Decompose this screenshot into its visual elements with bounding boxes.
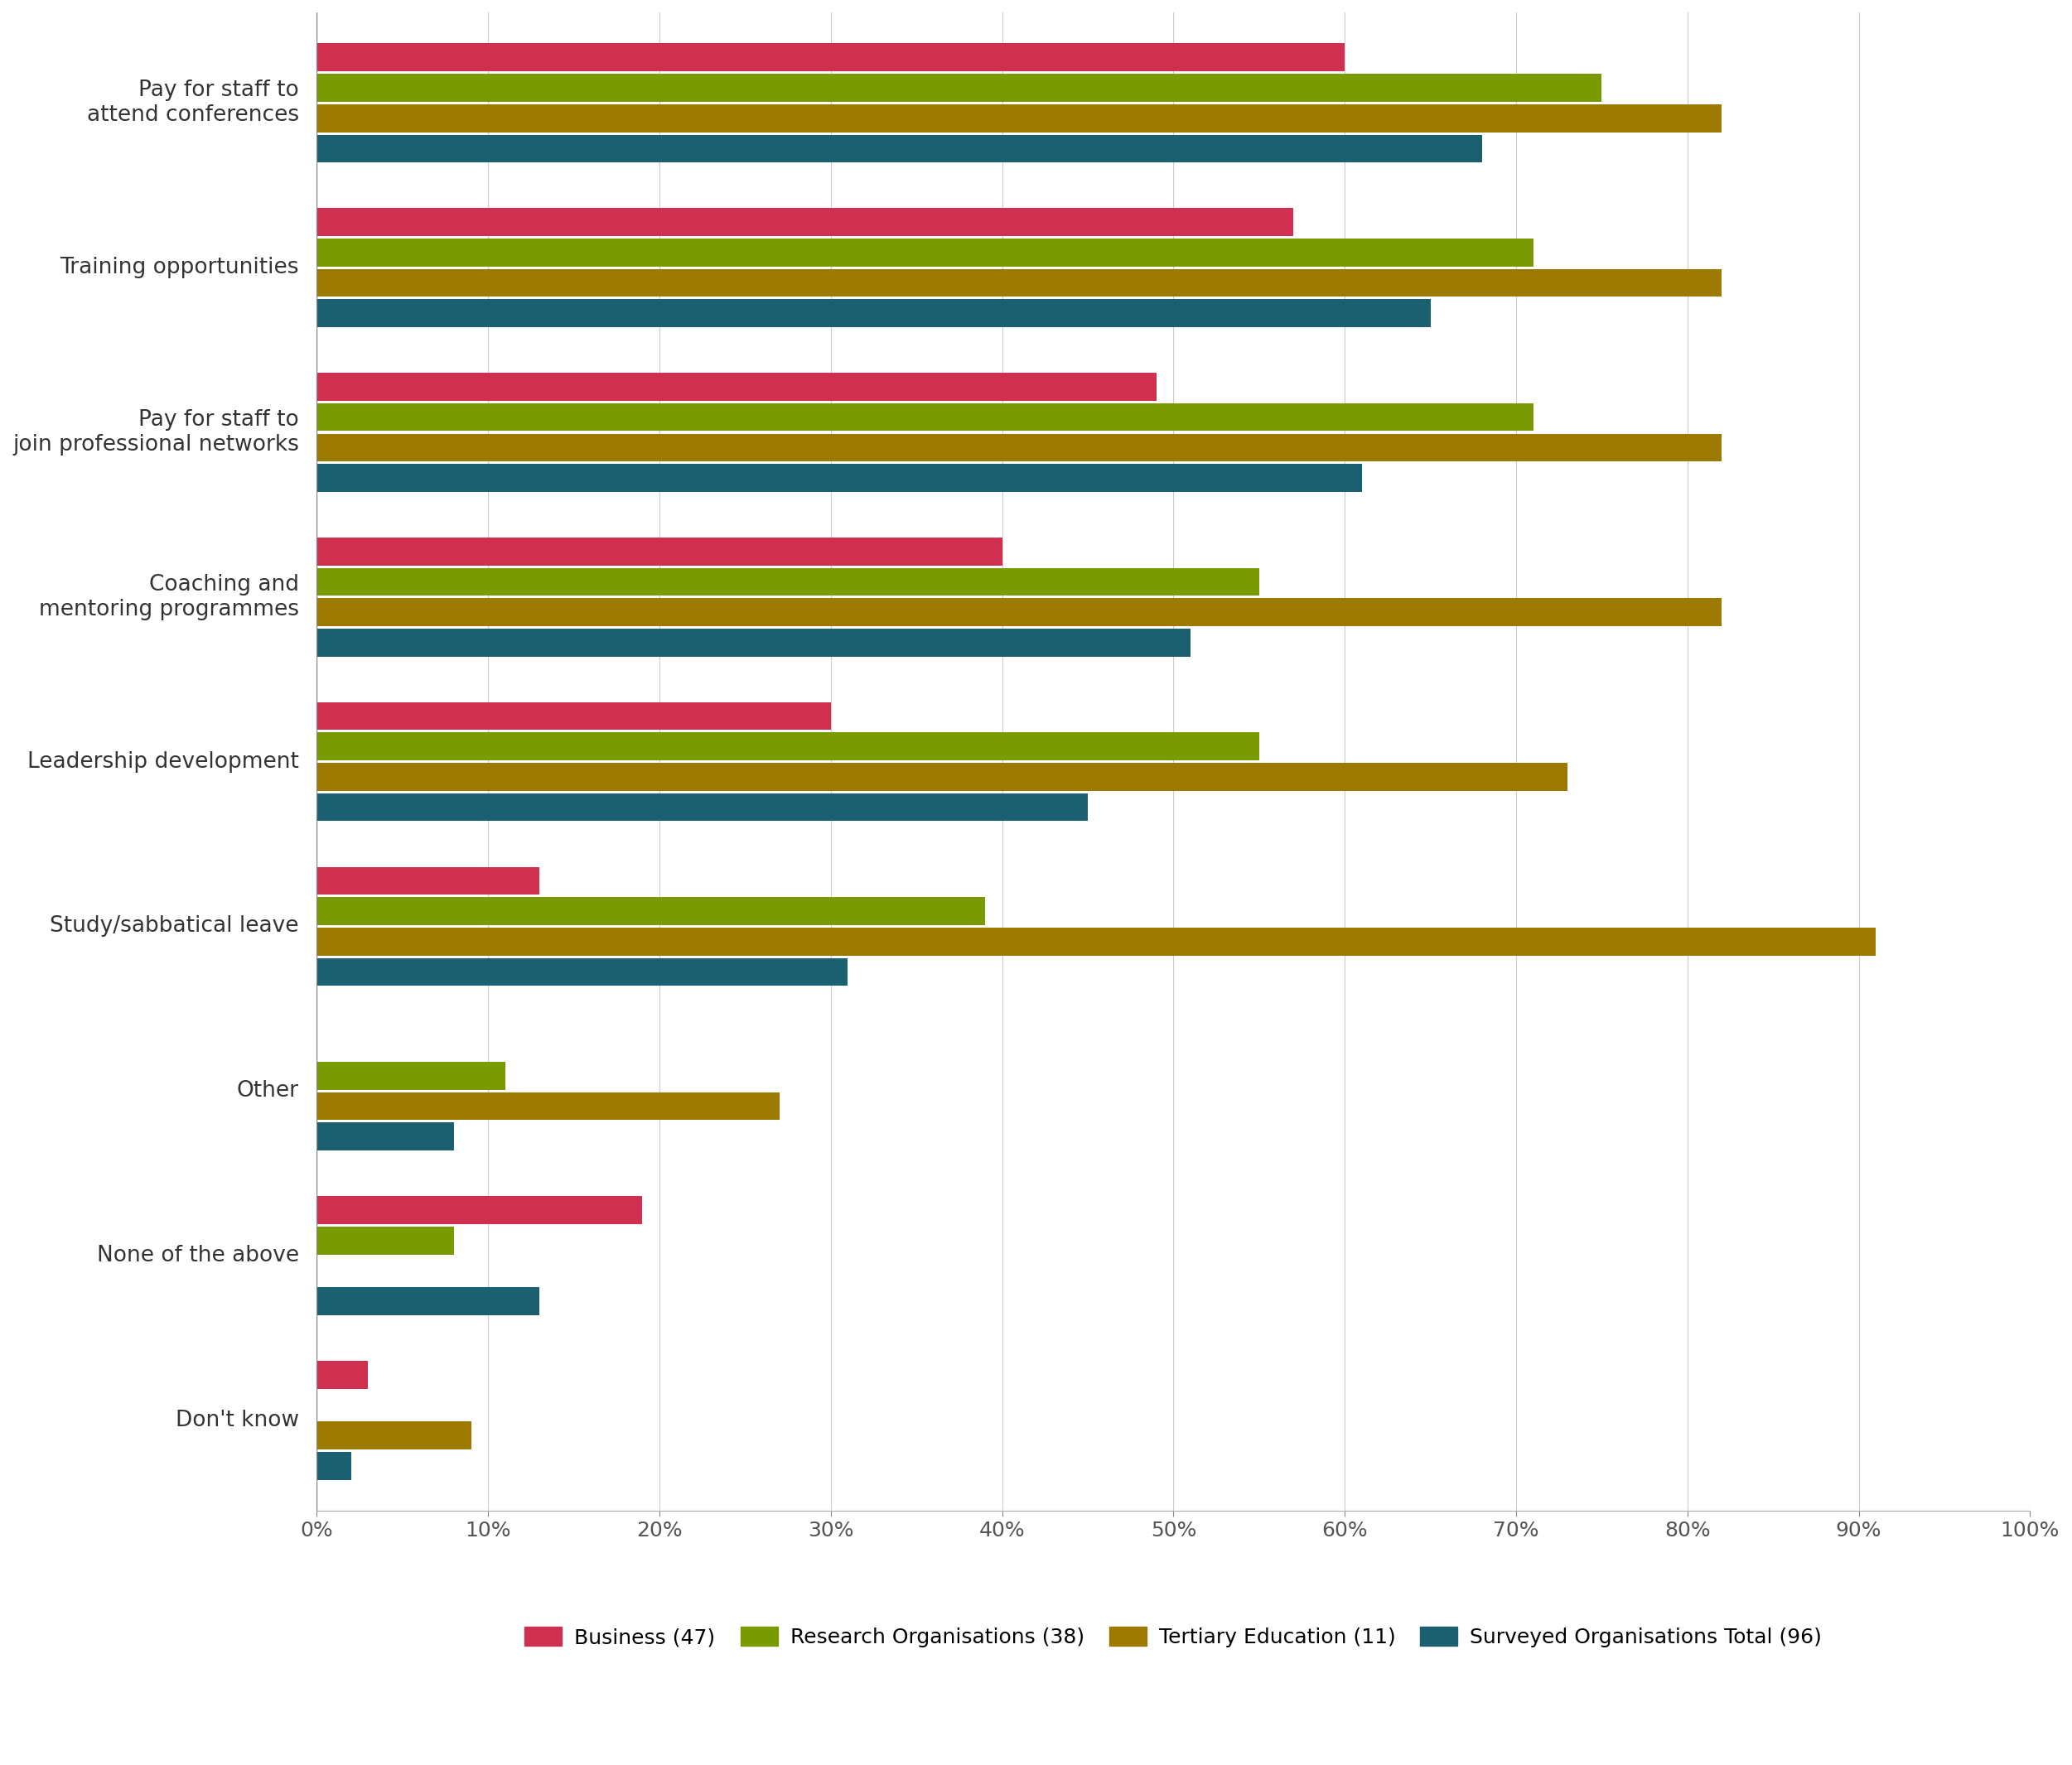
Bar: [317, 74, 1602, 102]
Bar: [317, 1063, 506, 1089]
Bar: [317, 104, 1722, 132]
Bar: [317, 702, 831, 731]
Bar: [317, 732, 1260, 761]
Bar: [317, 1123, 454, 1151]
Bar: [317, 867, 539, 895]
Legend: Business (47), Research Organisations (38), Tertiary Education (11), Surveyed Or: Business (47), Research Organisations (3…: [516, 1619, 1830, 1656]
Bar: [317, 792, 1088, 821]
Bar: [317, 928, 1875, 955]
Bar: [317, 464, 1361, 492]
Bar: [317, 598, 1722, 627]
Bar: [317, 1093, 779, 1121]
Bar: [317, 44, 1345, 71]
Bar: [317, 134, 1481, 162]
Bar: [317, 1287, 539, 1315]
Bar: [317, 1197, 642, 1223]
Bar: [317, 268, 1722, 297]
Bar: [317, 434, 1722, 461]
Bar: [317, 897, 984, 925]
Bar: [317, 402, 1533, 431]
Bar: [317, 372, 1156, 401]
Bar: [317, 568, 1260, 597]
Bar: [317, 1227, 454, 1255]
Bar: [317, 238, 1533, 267]
Bar: [317, 1361, 369, 1389]
Bar: [317, 300, 1430, 327]
Bar: [317, 762, 1566, 791]
Bar: [317, 538, 1003, 565]
Bar: [317, 1453, 350, 1479]
Bar: [317, 958, 847, 987]
Bar: [317, 208, 1293, 237]
Bar: [317, 628, 1191, 657]
Bar: [317, 1421, 470, 1449]
